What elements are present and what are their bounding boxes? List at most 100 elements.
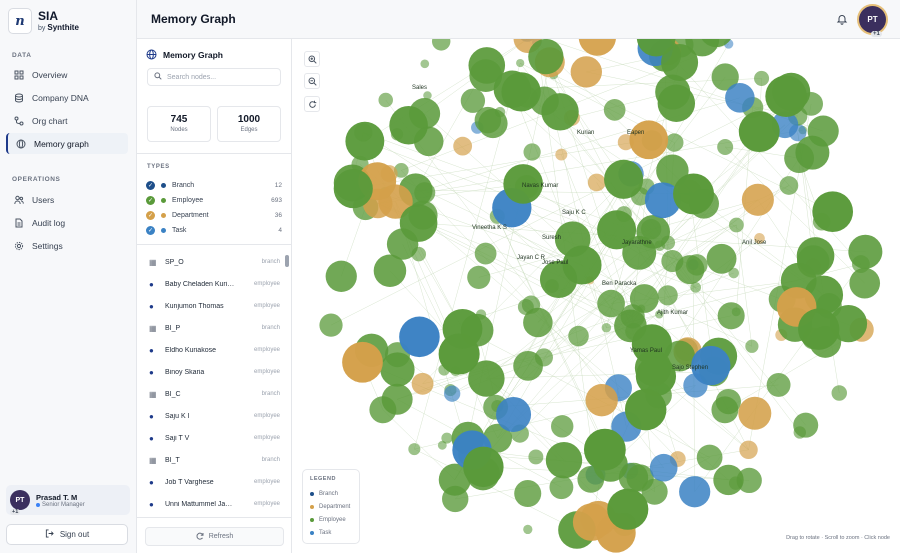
graph-node[interactable] [438, 333, 480, 375]
sign-out-button[interactable]: Sign out [6, 524, 128, 545]
graph-node[interactable] [597, 210, 637, 250]
checkbox-icon[interactable]: ✓ [146, 195, 155, 205]
graph-node[interactable] [528, 39, 564, 75]
graph-node[interactable] [585, 383, 618, 417]
graph-node[interactable] [431, 39, 451, 51]
type-filter-department[interactable]: ✓ Department 36 [146, 209, 282, 221]
header-avatar[interactable]: PT +1 [859, 6, 886, 37]
graph-node[interactable] [604, 159, 644, 199]
graph-node[interactable] [496, 396, 532, 432]
graph-node[interactable] [665, 133, 684, 152]
graph-node[interactable] [423, 91, 432, 100]
graph-node[interactable] [629, 284, 659, 313]
graph-node[interactable] [691, 345, 731, 386]
graph-node[interactable] [325, 260, 357, 292]
graph-node[interactable] [549, 475, 574, 500]
graph-node[interactable] [754, 70, 770, 86]
graph-node[interactable] [555, 148, 568, 161]
graph-node[interactable] [849, 267, 881, 299]
graph-node[interactable] [438, 463, 471, 496]
graph-node[interactable] [474, 242, 497, 265]
graph-node[interactable] [690, 282, 702, 293]
graph-node[interactable] [516, 58, 525, 68]
graph-node[interactable] [381, 383, 413, 415]
search-input[interactable]: Search nodes... [147, 68, 281, 86]
list-item[interactable]: ● Saju K I employee [137, 405, 284, 427]
refresh-button[interactable]: Refresh [145, 527, 284, 546]
graph-node[interactable] [711, 63, 739, 91]
graph-node[interactable] [649, 453, 678, 482]
graph-node[interactable] [587, 173, 606, 192]
reset-view-button[interactable] [304, 96, 320, 112]
brand[interactable]: n SIA by Synthite [8, 8, 79, 34]
graph-node[interactable] [657, 285, 678, 306]
list-item[interactable]: ● Baby Cheladen Kuriakose employee [137, 273, 284, 295]
graph-node[interactable] [467, 265, 491, 289]
graph-node[interactable] [578, 39, 616, 56]
list-item[interactable]: ▦ BI_C branch [137, 383, 284, 405]
graph-node[interactable] [528, 449, 544, 465]
graph-node[interactable] [408, 443, 421, 456]
graph-node[interactable] [711, 396, 739, 424]
graph-node[interactable] [541, 93, 579, 131]
graph-node[interactable] [829, 304, 868, 343]
graph-node[interactable] [523, 307, 553, 338]
type-filter-task[interactable]: ✓ Task 4 [146, 224, 282, 236]
graph-node[interactable] [661, 43, 699, 81]
list-item[interactable]: ▦ BI_P branch [137, 317, 284, 339]
list-item[interactable]: ● Eldho Kuriakose employee [137, 339, 284, 361]
graph-node[interactable] [378, 92, 393, 108]
graph-node[interactable] [570, 56, 602, 88]
graph-node[interactable] [478, 108, 508, 139]
graph-svg[interactable]: Sales Kurian Eapen Navas Kumar Saju K C Sures… [292, 39, 900, 553]
graph-node[interactable] [601, 323, 612, 333]
graph-node[interactable] [765, 75, 807, 118]
list-item[interactable]: ● Saji T V employee [137, 427, 284, 449]
graph-node[interactable] [831, 385, 848, 401]
graph-node[interactable] [460, 88, 486, 113]
graph-node[interactable] [624, 388, 667, 431]
graph-node[interactable] [523, 524, 533, 535]
graph-node[interactable] [699, 39, 733, 48]
graph-node[interactable] [453, 136, 473, 156]
graph-node[interactable] [796, 237, 835, 275]
nav-item-users[interactable]: Users [6, 189, 128, 210]
graph-node[interactable] [443, 385, 461, 402]
graph-node[interactable] [607, 488, 649, 530]
graph-node[interactable] [736, 467, 762, 494]
graph-node[interactable] [717, 138, 734, 155]
checkbox-icon[interactable]: ✓ [146, 180, 155, 190]
graph-node[interactable] [706, 243, 737, 274]
zoom-in-button[interactable] [304, 51, 320, 67]
nav-item-audit-log[interactable]: Audit log [6, 212, 128, 233]
graph-node[interactable] [380, 352, 415, 387]
bell-icon[interactable] [836, 12, 850, 26]
graph-node[interactable] [513, 351, 543, 381]
list-item[interactable]: ● Binoy Skaria employee [137, 361, 284, 383]
nav-item-memory-graph[interactable]: Memory graph [6, 133, 128, 154]
graph-node[interactable] [766, 372, 791, 397]
scrollbar[interactable] [285, 255, 289, 267]
graph-node[interactable] [754, 233, 765, 244]
graph-node[interactable] [741, 183, 774, 216]
graph-node[interactable] [657, 84, 696, 122]
graph-node[interactable] [629, 120, 669, 160]
checkbox-icon[interactable]: ✓ [146, 210, 155, 220]
type-filter-branch[interactable]: ✓ Branch 12 [146, 179, 282, 191]
graph-node[interactable] [503, 164, 543, 204]
nav-item-overview[interactable]: Overview [6, 64, 128, 85]
graph-node[interactable] [673, 173, 714, 215]
graph-node[interactable] [411, 372, 434, 395]
graph-node[interactable] [342, 341, 383, 383]
nav-item-company-dna[interactable]: Company DNA [6, 87, 128, 108]
graph-node[interactable] [795, 135, 830, 170]
graph-node[interactable] [631, 324, 673, 365]
graph-node[interactable] [738, 396, 772, 430]
graph-node[interactable] [514, 479, 542, 508]
graph-node[interactable] [812, 191, 854, 233]
graph-node[interactable] [848, 234, 883, 269]
list-item[interactable]: ● Unni Mattummel Jayaram employee [137, 493, 284, 515]
graph-canvas[interactable]: Sales Kurian Eapen Navas Kumar Saju K C Sures… [292, 39, 900, 553]
graph-node[interactable] [389, 105, 428, 145]
graph-node[interactable] [468, 360, 505, 397]
